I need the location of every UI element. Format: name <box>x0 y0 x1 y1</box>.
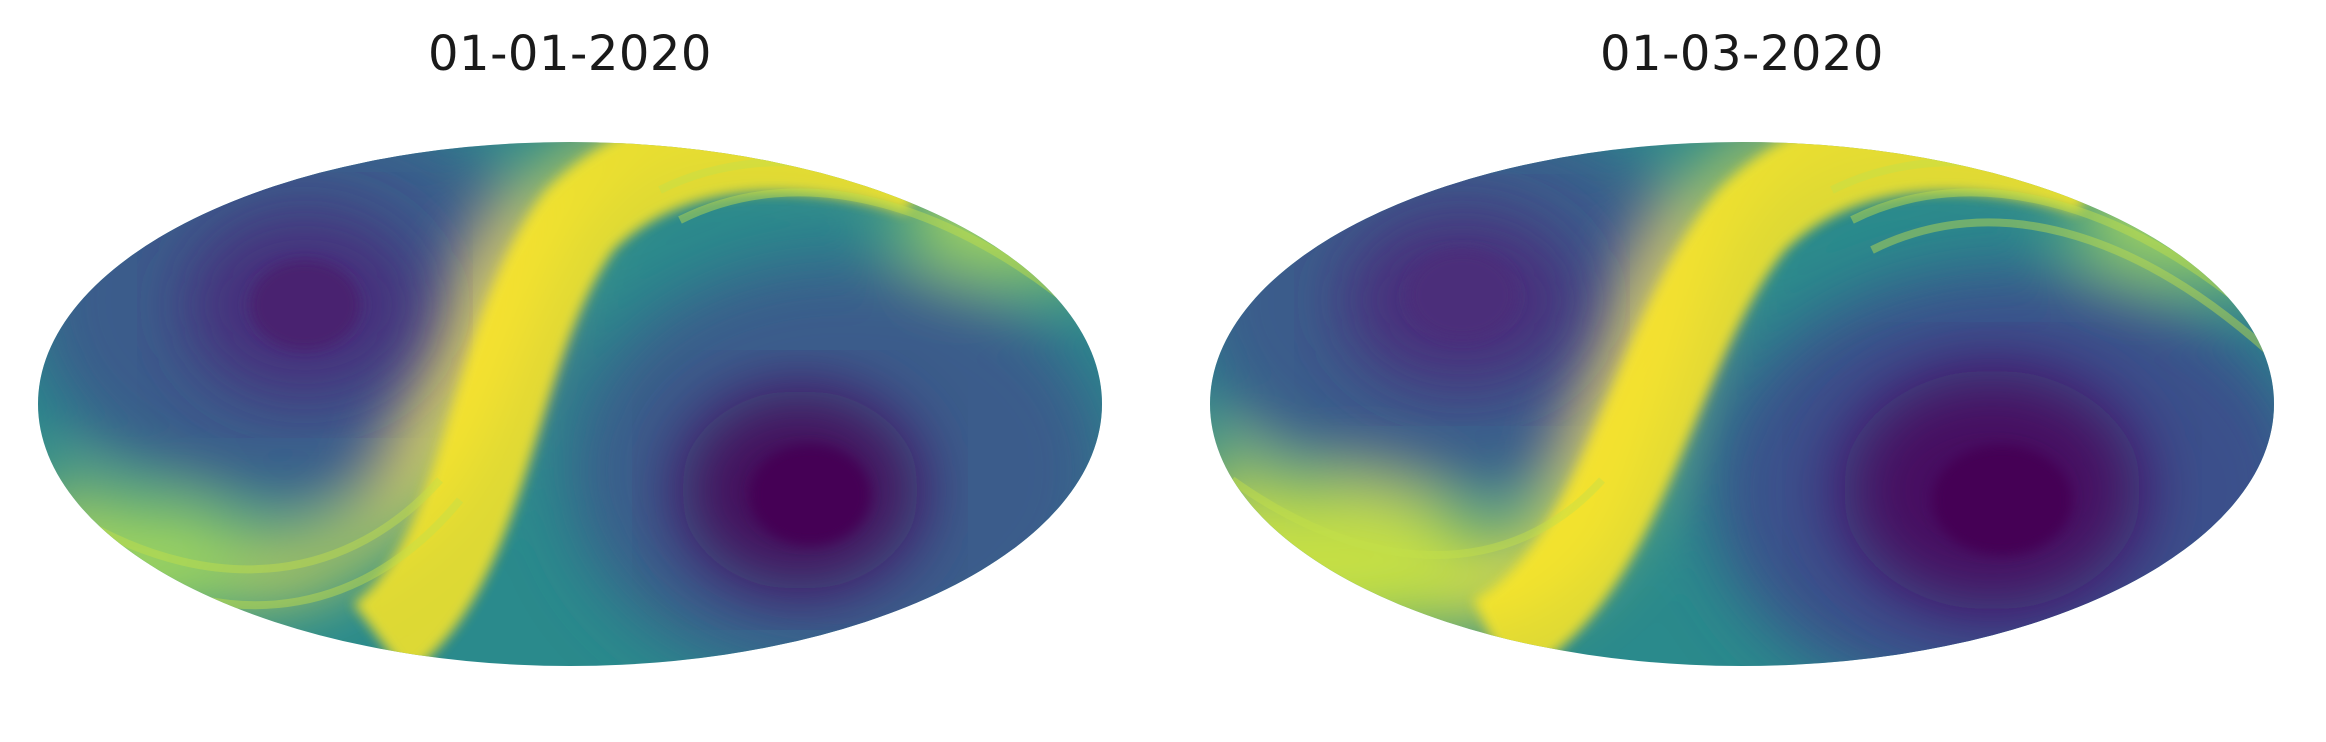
map-panel-1: 01-01-2020 <box>20 0 1120 742</box>
map-panel-2: 01-03-2020 <box>1192 0 2292 742</box>
map-title: 01-01-2020 <box>428 26 712 82</box>
mollweide-map <box>1210 142 2274 666</box>
mollweide-map <box>38 142 1102 666</box>
map-title: 01-03-2020 <box>1600 26 1884 82</box>
